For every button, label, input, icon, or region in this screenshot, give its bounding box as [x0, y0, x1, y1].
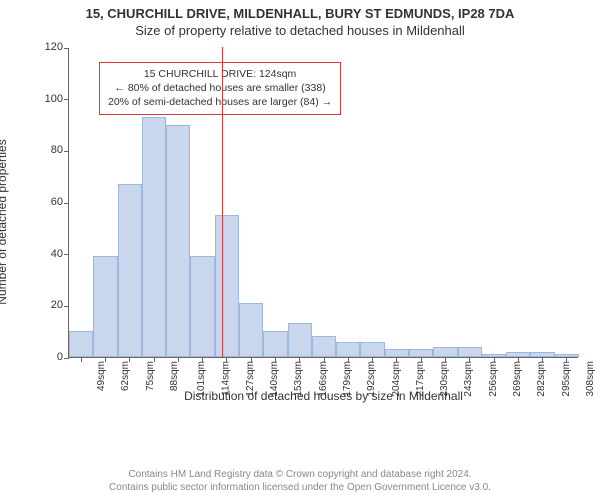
chart: Number of detached properties Distributi… [50, 42, 580, 402]
bar [409, 349, 433, 357]
xtick-label: 114sqm [220, 361, 231, 396]
info-box: 15 CHURCHILL DRIVE: 124sqm ← 80% of deta… [99, 62, 341, 115]
attribution-line-2: Contains public sector information licen… [0, 481, 600, 494]
plot-area: Distribution of detached houses by size … [68, 48, 578, 358]
reference-line [222, 47, 223, 357]
bar [263, 331, 287, 357]
xtick-mark [421, 357, 422, 362]
xtick-label: 153sqm [293, 361, 304, 397]
xtick-label: 243sqm [463, 361, 474, 397]
xtick-label: 88sqm [169, 361, 180, 391]
xtick-label: 230sqm [439, 361, 450, 397]
xtick-mark [372, 357, 373, 362]
bar [118, 184, 142, 357]
bar [433, 347, 457, 357]
bar [239, 303, 263, 357]
info-line-3: 20% of semi-detached houses are larger (… [108, 95, 332, 109]
xtick-label: 179sqm [342, 361, 353, 397]
ytick-label: 0 [57, 351, 69, 363]
xtick-mark [226, 357, 227, 362]
xtick-mark [542, 357, 543, 362]
bar [385, 349, 409, 357]
xtick-label: 101sqm [196, 361, 207, 397]
xtick-label: 269sqm [512, 361, 523, 397]
xtick-label: 295sqm [560, 361, 571, 397]
attribution-line-1: Contains HM Land Registry data © Crown c… [0, 468, 600, 481]
bar [312, 336, 336, 357]
xtick-mark [178, 357, 179, 362]
xtick-mark [299, 357, 300, 362]
xtick-label: 49sqm [96, 361, 107, 391]
xtick-label: 308sqm [585, 361, 596, 397]
xtick-label: 192sqm [366, 361, 377, 397]
y-axis-label: Number of detached properties [0, 139, 9, 304]
bar [336, 342, 360, 358]
xtick-mark [445, 357, 446, 362]
xtick-mark [129, 357, 130, 362]
xtick-mark [275, 357, 276, 362]
bar [360, 342, 384, 358]
bar [69, 331, 93, 357]
bar [288, 323, 312, 357]
bar [190, 256, 214, 357]
xtick-label: 62sqm [120, 361, 131, 391]
xtick-label: 166sqm [317, 361, 328, 397]
xtick-mark [518, 357, 519, 362]
xtick-label: 75sqm [145, 361, 156, 391]
xtick-mark [324, 357, 325, 362]
xtick-mark [396, 357, 397, 362]
ytick-label: 20 [51, 299, 69, 311]
bar [166, 125, 190, 358]
title-sub: Size of property relative to detached ho… [0, 23, 600, 38]
ytick-label: 100 [45, 93, 69, 105]
xtick-label: 217sqm [415, 361, 426, 397]
xtick-mark [251, 357, 252, 362]
info-line-1: 15 CHURCHILL DRIVE: 124sqm [108, 67, 332, 81]
xtick-mark [348, 357, 349, 362]
attribution: Contains HM Land Registry data © Crown c… [0, 468, 600, 494]
ytick-label: 60 [51, 196, 69, 208]
title-main: 15, CHURCHILL DRIVE, MILDENHALL, BURY ST… [0, 6, 600, 21]
xtick-label: 127sqm [245, 361, 256, 397]
info-line-2: ← 80% of detached houses are smaller (33… [108, 81, 332, 95]
xtick-mark [566, 357, 567, 362]
ytick-label: 80 [51, 144, 69, 156]
xtick-mark [81, 357, 82, 362]
xtick-mark [469, 357, 470, 362]
bar [93, 256, 117, 357]
xtick-mark [494, 357, 495, 362]
bar [215, 215, 239, 357]
xtick-mark [105, 357, 106, 362]
xtick-label: 256sqm [487, 361, 498, 397]
ytick-label: 40 [51, 248, 69, 260]
bar [458, 347, 482, 357]
xtick-mark [202, 357, 203, 362]
xtick-mark [154, 357, 155, 362]
xtick-label: 204sqm [390, 361, 401, 397]
xtick-label: 140sqm [269, 361, 280, 397]
bar [142, 117, 166, 357]
ytick-label: 120 [45, 41, 69, 53]
xtick-label: 282sqm [536, 361, 547, 397]
